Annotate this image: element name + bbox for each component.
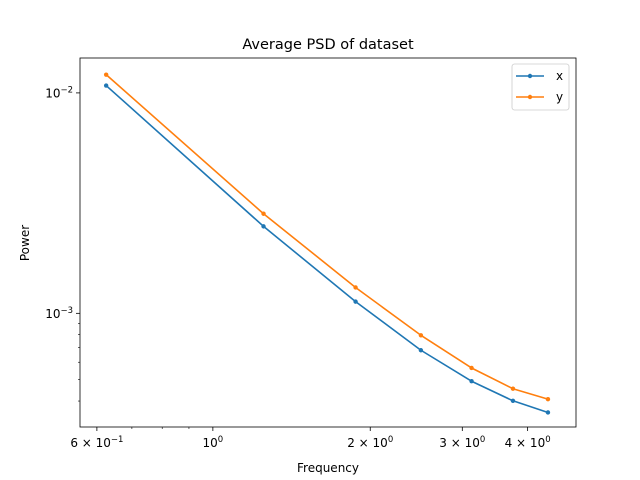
plot-frame — [79, 57, 577, 428]
legend-marker-y — [527, 94, 533, 100]
data-point-x-0 — [103, 83, 109, 88]
data-point-y-6 — [545, 396, 551, 402]
data-point-y-0 — [103, 72, 109, 77]
x-tick-label-1: 100 — [203, 435, 224, 450]
legend-label-x: x — [556, 69, 563, 83]
chart-title: Average PSD of dataset — [242, 37, 414, 53]
tick-label-base: 10 — [45, 307, 60, 321]
legend-label-y: y — [556, 90, 563, 104]
data-point-y-1 — [261, 211, 266, 216]
data-point-y-2 — [353, 285, 358, 290]
x-tick-label-4: 4 × 100 — [505, 435, 551, 450]
tick-label-exponent: 0 — [480, 435, 485, 445]
tick-label-exponent: −1 — [111, 435, 124, 445]
data-point-x-4 — [469, 379, 474, 384]
tick-label-base: 10 — [203, 436, 218, 450]
tick-label-exponent: 0 — [545, 435, 550, 445]
tick-label-exponent: 0 — [388, 435, 393, 445]
x-axis-label: Frequency — [297, 461, 359, 475]
tick-label-base: 4 × 10 — [505, 436, 546, 450]
series-layer — [103, 72, 551, 415]
legend-marker-x — [527, 73, 533, 79]
tick-label-base: 3 × 10 — [439, 436, 480, 450]
data-point-y-5 — [510, 386, 516, 391]
tick-label-base: 6 × 10 — [70, 436, 111, 450]
tick-label-exponent: 0 — [218, 435, 223, 445]
y-axis-label: Power — [18, 225, 32, 261]
x-tick-label-0: 6 × 10−1 — [70, 435, 123, 450]
x-tick-label-2: 2 × 100 — [347, 435, 393, 450]
legend: xy — [511, 63, 570, 111]
data-point-y-4 — [469, 365, 474, 371]
y-tick-label-0: 10−2 — [45, 85, 73, 100]
data-point-x-5 — [510, 398, 516, 403]
data-point-x-3 — [418, 348, 424, 353]
data-point-y-3 — [418, 333, 424, 338]
tick-label-exponent: −3 — [60, 306, 73, 316]
data-point-x-2 — [353, 299, 358, 304]
tick-label-exponent: −2 — [60, 85, 73, 95]
tick-label-base: 10 — [45, 86, 60, 100]
data-point-x-6 — [545, 410, 551, 415]
y-tick-label-1: 10−3 — [45, 306, 73, 321]
data-point-x-1 — [261, 224, 266, 229]
tick-label-base: 2 × 10 — [347, 436, 388, 450]
x-tick-label-3: 3 × 100 — [439, 435, 485, 450]
